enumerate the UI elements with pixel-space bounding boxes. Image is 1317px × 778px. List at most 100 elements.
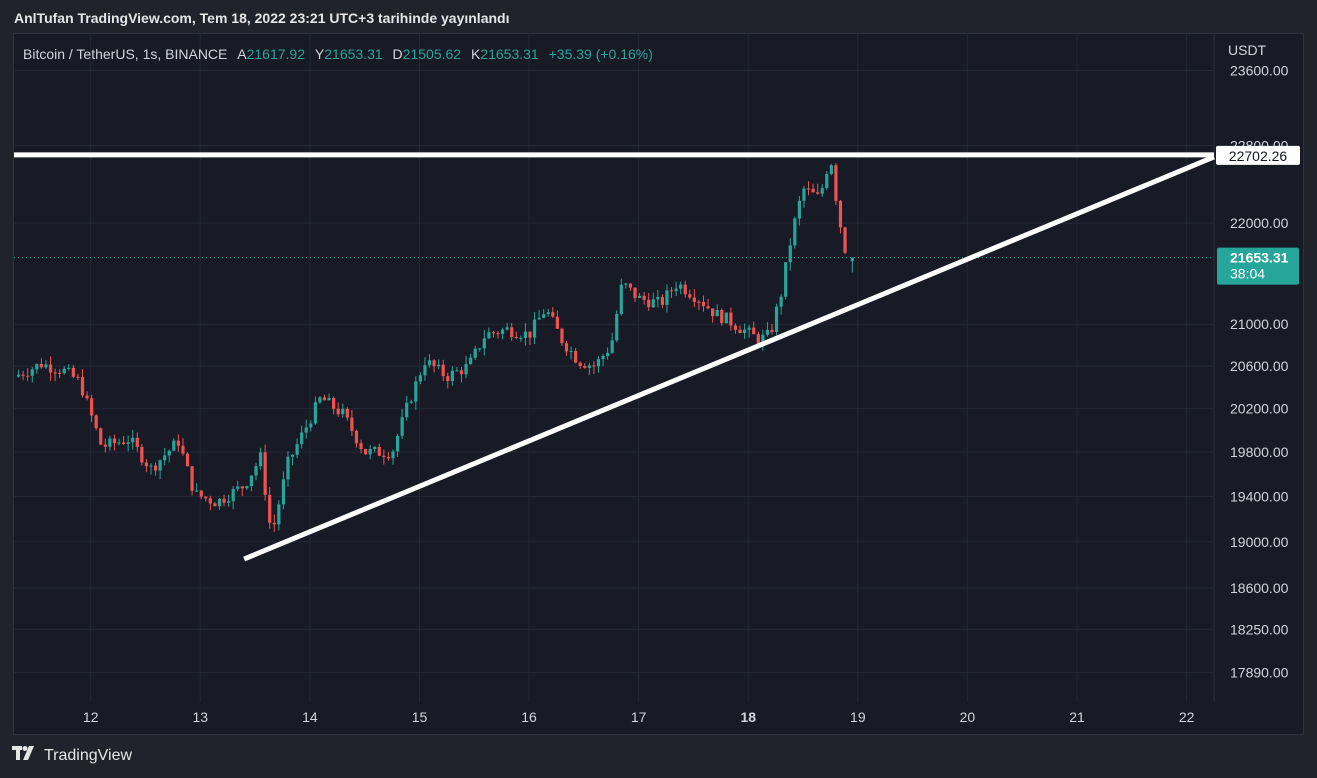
- candle-body: [172, 440, 176, 451]
- candle-body: [820, 188, 824, 194]
- candle-body: [382, 455, 386, 458]
- candle-body: [181, 445, 185, 454]
- candle-body: [322, 397, 327, 401]
- candle-body: [514, 337, 518, 339]
- open-label: A: [237, 46, 247, 62]
- candle-body: [797, 200, 801, 219]
- candle-body: [71, 367, 75, 377]
- candle-body: [103, 444, 107, 447]
- tradingview-logo-icon[interactable]: [12, 746, 38, 765]
- candle-body: [405, 402, 409, 418]
- candle-body: [747, 327, 751, 330]
- x-tick-label: 21: [1069, 709, 1085, 725]
- candle-body: [76, 376, 80, 378]
- candle-body: [811, 188, 815, 193]
- chart-frame: [13, 33, 1304, 735]
- candle-body: [624, 283, 628, 285]
- candle-body: [423, 365, 427, 376]
- candle-body: [834, 165, 838, 201]
- candle-body: [277, 504, 281, 525]
- candle-body: [208, 498, 212, 504]
- candle-body: [523, 331, 528, 339]
- candle-body: [829, 165, 833, 175]
- resistance-price-tag: [1216, 145, 1300, 165]
- candle-body: [195, 490, 199, 492]
- candle-body: [418, 375, 422, 382]
- candle-body: [80, 377, 85, 396]
- publication-header: AnlTufan TradingView.com, Tem 18, 2022 2…: [14, 10, 510, 26]
- candle-body: [140, 446, 144, 463]
- candle-body: [409, 401, 413, 403]
- candle-body: [496, 333, 500, 335]
- candle-body: [633, 287, 637, 298]
- resistance-price-text: 22702.26: [1229, 148, 1288, 164]
- candle-body: [368, 448, 372, 455]
- candle-body: [711, 308, 715, 317]
- currency-label: USDT: [1228, 42, 1267, 58]
- high-label: Y: [314, 46, 325, 62]
- candle-body: [615, 313, 619, 341]
- x-tick-label: 17: [631, 709, 647, 725]
- candle-body: [313, 402, 317, 424]
- candle-body: [656, 296, 660, 300]
- candle-body: [254, 466, 258, 476]
- candle-body: [364, 449, 368, 455]
- support-trendline[interactable]: [243, 154, 1215, 562]
- x-tick-label: 18: [740, 709, 756, 725]
- low-value: 21505.62: [402, 46, 462, 62]
- candle-body: [249, 475, 254, 487]
- candle-body: [532, 319, 537, 338]
- candle-body: [213, 503, 217, 507]
- candle-body: [176, 440, 180, 446]
- candle-body: [788, 245, 792, 263]
- candle-body: [67, 367, 71, 369]
- x-tick-label: 15: [412, 709, 428, 725]
- candle-body: [332, 397, 336, 409]
- candle-body: [135, 437, 139, 447]
- candle-body: [99, 428, 103, 445]
- candle-body: [204, 496, 208, 499]
- candle-body: [149, 465, 153, 467]
- candle-body: [720, 309, 724, 324]
- candle-body: [555, 316, 559, 329]
- candle-body: [345, 408, 349, 418]
- symbol-name[interactable]: Bitcoin / TetherUS, 1s, BINANCE: [23, 46, 228, 62]
- x-tick-label: 16: [521, 709, 537, 725]
- candle-body: [263, 452, 267, 495]
- candle-body: [245, 486, 249, 489]
- candle-body: [455, 370, 459, 372]
- candle-body: [784, 262, 788, 297]
- candle-body: [715, 309, 719, 317]
- candle-countdown-text: 38:04: [1230, 266, 1265, 282]
- candle-body: [765, 329, 770, 335]
- candle-body: [619, 284, 623, 314]
- low-label: D: [392, 46, 403, 62]
- candle-body: [268, 494, 272, 523]
- candle-body: [53, 372, 57, 374]
- y-tick-label: 17890.00: [1230, 665, 1289, 681]
- candle-body: [108, 438, 112, 447]
- candle-body: [683, 284, 687, 295]
- y-tick-label: 20600.00: [1230, 358, 1289, 374]
- candle-body: [62, 368, 66, 374]
- candle-body: [551, 312, 555, 317]
- candle-body: [752, 327, 756, 335]
- candle-body: [802, 188, 806, 201]
- candle-body: [651, 299, 655, 308]
- candle-body: [647, 299, 651, 308]
- candle-body: [441, 364, 445, 377]
- candle-body: [199, 490, 203, 497]
- candle-body: [587, 365, 591, 368]
- candle-body: [185, 453, 190, 467]
- candle-body: [606, 352, 610, 356]
- candle-body: [350, 417, 354, 431]
- candle-body: [90, 398, 94, 416]
- footer-brand[interactable]: TradingView: [44, 746, 133, 764]
- candle-body: [601, 355, 605, 360]
- y-tick-label: 19000.00: [1230, 534, 1289, 550]
- candle-body: [574, 351, 578, 363]
- candle-body: [222, 498, 226, 503]
- y-tick-label: 22000.00: [1230, 215, 1289, 231]
- candle-body: [542, 314, 546, 318]
